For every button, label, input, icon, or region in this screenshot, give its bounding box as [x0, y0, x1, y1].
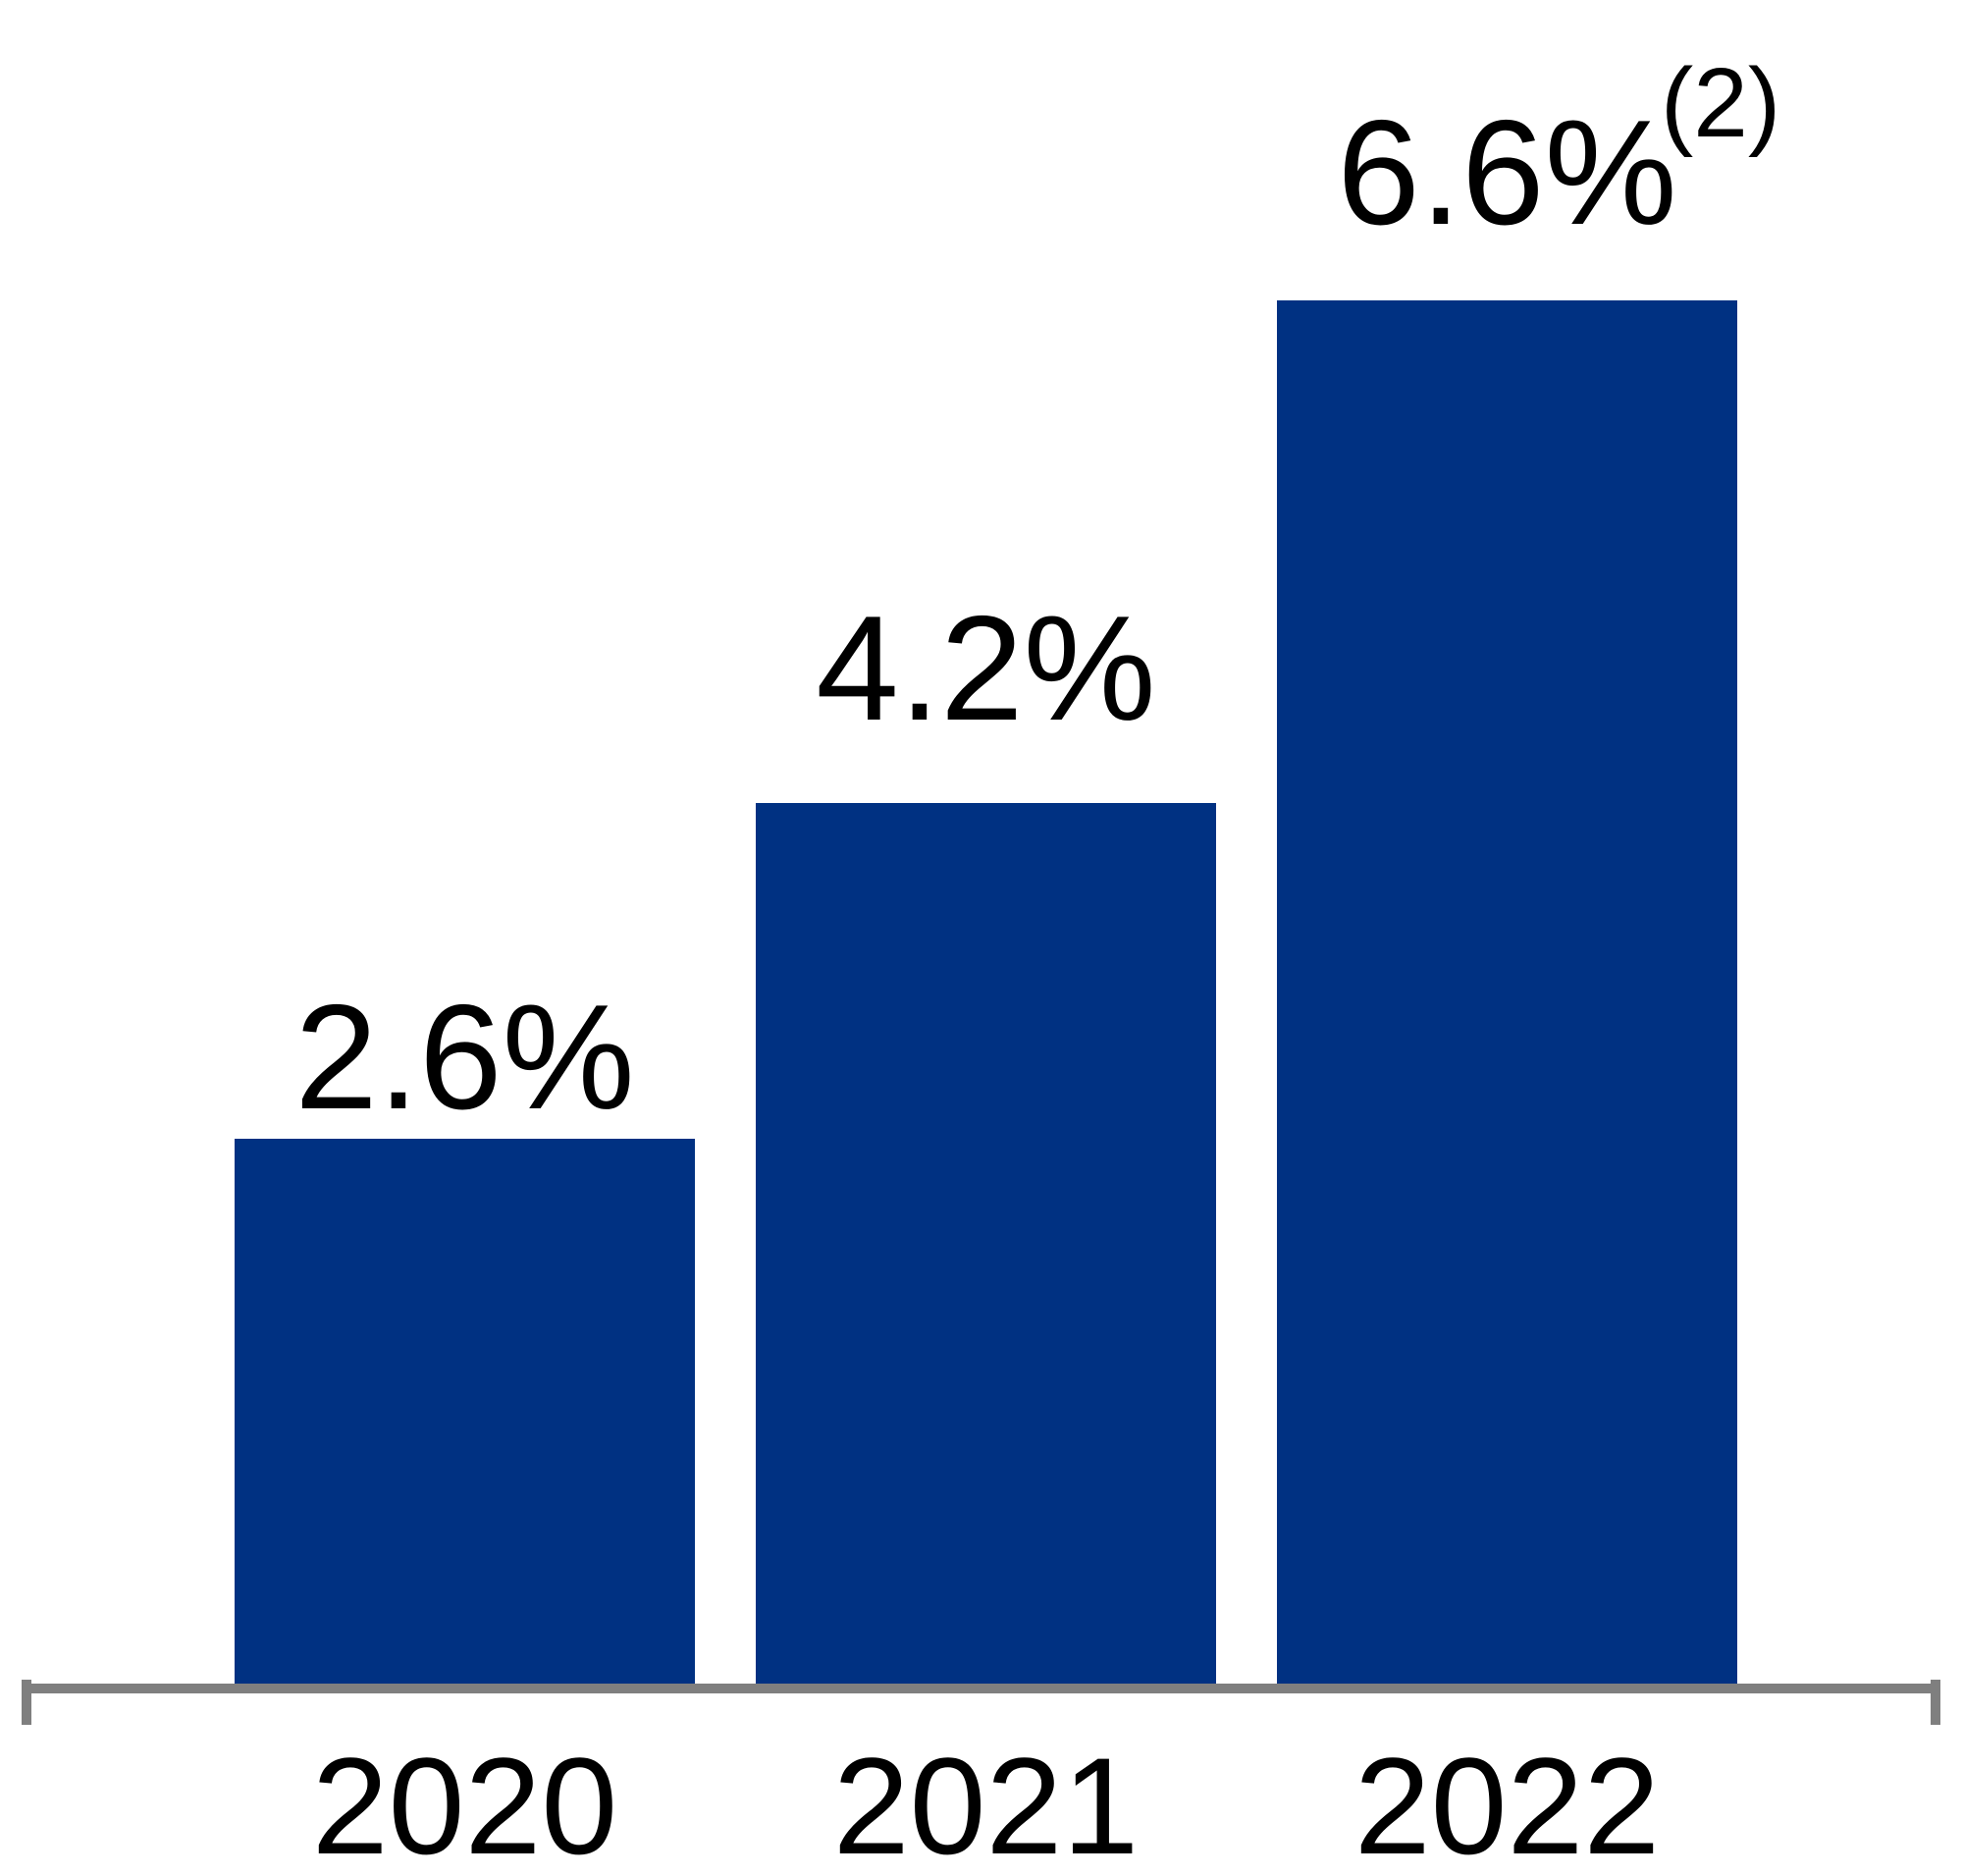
x-axis-tick-right	[1931, 1680, 1940, 1725]
value-label-2020: 2.6%	[294, 974, 635, 1141]
x-tick-label-2022: 2022	[1353, 1729, 1661, 1876]
value-label-2021: 4.2%	[816, 585, 1156, 752]
x-axis-tick-left	[22, 1680, 31, 1725]
x-axis-line	[22, 1684, 1940, 1693]
bar-2022	[1277, 300, 1737, 1684]
bar-2020	[235, 1139, 695, 1684]
value-label-2022: 6.6%	[1337, 89, 1677, 256]
bar-2021	[756, 803, 1216, 1684]
footnote-marker: (2)	[1661, 48, 1781, 158]
x-tick-label-2021: 2021	[832, 1729, 1140, 1876]
x-tick-label-2020: 2020	[311, 1729, 618, 1876]
